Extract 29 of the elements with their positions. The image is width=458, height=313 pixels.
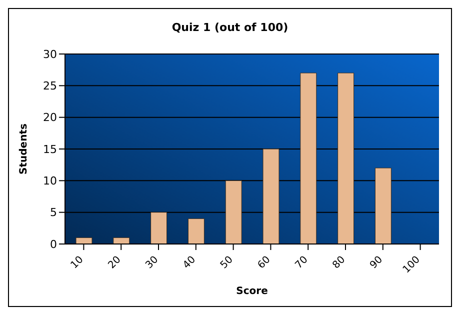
x-tick-label: 40 xyxy=(181,254,198,272)
y-tick-label: 25 xyxy=(43,80,57,93)
bar xyxy=(150,212,168,244)
y-tick-label: 0 xyxy=(50,238,57,251)
x-axis-title: Score xyxy=(236,286,268,297)
x-tick-label: 60 xyxy=(256,254,273,272)
bar xyxy=(300,72,317,244)
x-tick-label: 20 xyxy=(106,254,124,272)
bar xyxy=(374,168,392,244)
x-tick-label: 80 xyxy=(330,254,348,272)
x-tick-label: 10 xyxy=(69,254,86,272)
x-tick-label: 30 xyxy=(144,254,161,272)
y-tick-label: 10 xyxy=(43,174,57,188)
x-tick-label: 70 xyxy=(293,254,310,272)
y-tick-label: 15 xyxy=(43,142,57,156)
bar xyxy=(262,148,280,244)
bar xyxy=(76,237,92,244)
y-tick-label: 30 xyxy=(43,48,57,61)
x-tick-label: 50 xyxy=(218,254,236,272)
bar xyxy=(188,218,204,244)
bar xyxy=(113,237,130,244)
x-tick-label: 90 xyxy=(368,254,386,272)
bar xyxy=(225,180,242,244)
y-axis-title: Students xyxy=(18,124,30,174)
y-tick-label: 5 xyxy=(50,206,57,220)
bar xyxy=(338,72,354,244)
x-tick-label: 100 xyxy=(401,254,422,276)
chart-title: Quiz 1 (out of 100) xyxy=(170,21,290,34)
y-tick-label: 20 xyxy=(43,111,57,124)
